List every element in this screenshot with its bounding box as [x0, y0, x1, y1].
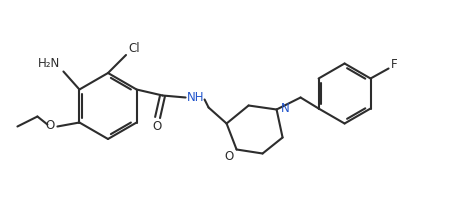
Text: Cl: Cl [128, 41, 140, 54]
Text: O: O [224, 150, 233, 163]
Text: H₂N: H₂N [38, 57, 61, 70]
Text: O: O [46, 119, 55, 132]
Text: F: F [391, 58, 398, 71]
Text: NH: NH [187, 91, 204, 104]
Text: O: O [152, 120, 161, 133]
Text: N: N [281, 102, 290, 115]
